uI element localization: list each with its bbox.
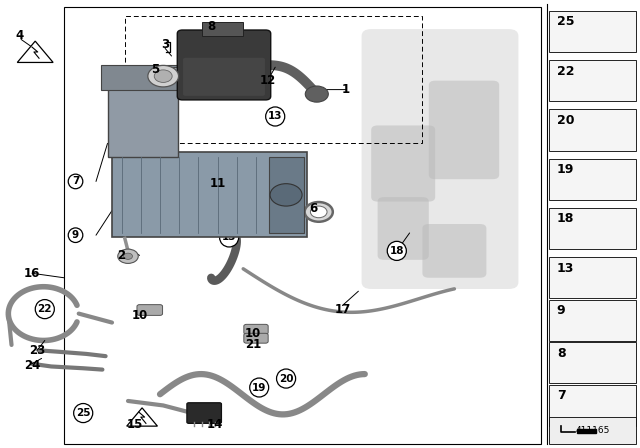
Circle shape xyxy=(305,86,328,102)
Text: 19: 19 xyxy=(252,383,266,392)
Bar xyxy=(549,159,636,200)
Polygon shape xyxy=(577,429,596,433)
Text: 18: 18 xyxy=(557,212,574,225)
Circle shape xyxy=(270,184,302,206)
Text: 3: 3 xyxy=(161,38,169,52)
Text: 13: 13 xyxy=(222,183,236,193)
Text: 4: 4 xyxy=(15,29,23,43)
Text: 13: 13 xyxy=(268,112,282,121)
Text: 13: 13 xyxy=(557,262,574,275)
Text: 20: 20 xyxy=(279,374,293,383)
FancyBboxPatch shape xyxy=(429,81,499,179)
Circle shape xyxy=(310,206,327,218)
Text: 25: 25 xyxy=(557,15,574,28)
Text: 8: 8 xyxy=(557,347,565,360)
Text: 18: 18 xyxy=(390,246,404,256)
Bar xyxy=(549,109,636,151)
Text: 15: 15 xyxy=(126,418,143,431)
Bar xyxy=(202,22,243,36)
Circle shape xyxy=(148,65,179,87)
Circle shape xyxy=(154,70,172,82)
Circle shape xyxy=(118,249,138,263)
Bar xyxy=(101,65,184,90)
Polygon shape xyxy=(17,41,53,62)
Text: 19: 19 xyxy=(557,163,574,176)
Circle shape xyxy=(124,253,132,259)
Bar xyxy=(108,67,178,157)
Text: 9: 9 xyxy=(72,230,79,240)
FancyBboxPatch shape xyxy=(183,58,265,96)
Text: 16: 16 xyxy=(24,267,40,280)
FancyBboxPatch shape xyxy=(244,333,268,343)
Text: 10: 10 xyxy=(244,327,261,340)
Bar xyxy=(549,342,636,383)
Polygon shape xyxy=(127,408,157,426)
Bar xyxy=(549,417,636,444)
Text: 24: 24 xyxy=(24,358,40,372)
Bar xyxy=(269,157,304,233)
Bar xyxy=(549,257,636,298)
Text: 20: 20 xyxy=(557,114,574,127)
FancyBboxPatch shape xyxy=(371,125,435,202)
Text: 11: 11 xyxy=(209,177,226,190)
FancyBboxPatch shape xyxy=(244,324,268,334)
FancyBboxPatch shape xyxy=(187,403,221,423)
Bar xyxy=(112,152,307,237)
Text: 21: 21 xyxy=(244,337,261,351)
FancyBboxPatch shape xyxy=(177,30,271,100)
Bar xyxy=(549,300,636,341)
Text: 8: 8 xyxy=(207,20,215,34)
Text: 2: 2 xyxy=(118,249,125,262)
Text: 5: 5 xyxy=(152,63,159,76)
Text: 23: 23 xyxy=(29,344,45,357)
FancyBboxPatch shape xyxy=(362,29,518,289)
FancyBboxPatch shape xyxy=(137,305,163,315)
Circle shape xyxy=(305,202,333,222)
Bar xyxy=(549,60,636,101)
Text: 1: 1 xyxy=(342,83,349,96)
Text: 17: 17 xyxy=(334,302,351,316)
FancyBboxPatch shape xyxy=(378,197,429,260)
Text: 13: 13 xyxy=(214,56,228,65)
Text: 13: 13 xyxy=(222,233,236,242)
FancyBboxPatch shape xyxy=(422,224,486,278)
Bar xyxy=(549,11,636,52)
Text: 6: 6 xyxy=(310,202,317,215)
Bar xyxy=(165,67,188,81)
Text: 9: 9 xyxy=(557,304,565,317)
Text: 7: 7 xyxy=(557,389,566,402)
Text: 25: 25 xyxy=(76,408,90,418)
Text: 22: 22 xyxy=(38,304,52,314)
Text: 22: 22 xyxy=(557,65,574,78)
Bar xyxy=(125,16,422,143)
Text: 7: 7 xyxy=(72,177,79,186)
Text: 411165: 411165 xyxy=(575,426,609,435)
Bar xyxy=(64,7,541,444)
Text: 10: 10 xyxy=(131,309,148,323)
Text: 14: 14 xyxy=(206,418,223,431)
Bar xyxy=(549,208,636,249)
Bar xyxy=(549,385,636,426)
Text: 12: 12 xyxy=(259,74,276,87)
